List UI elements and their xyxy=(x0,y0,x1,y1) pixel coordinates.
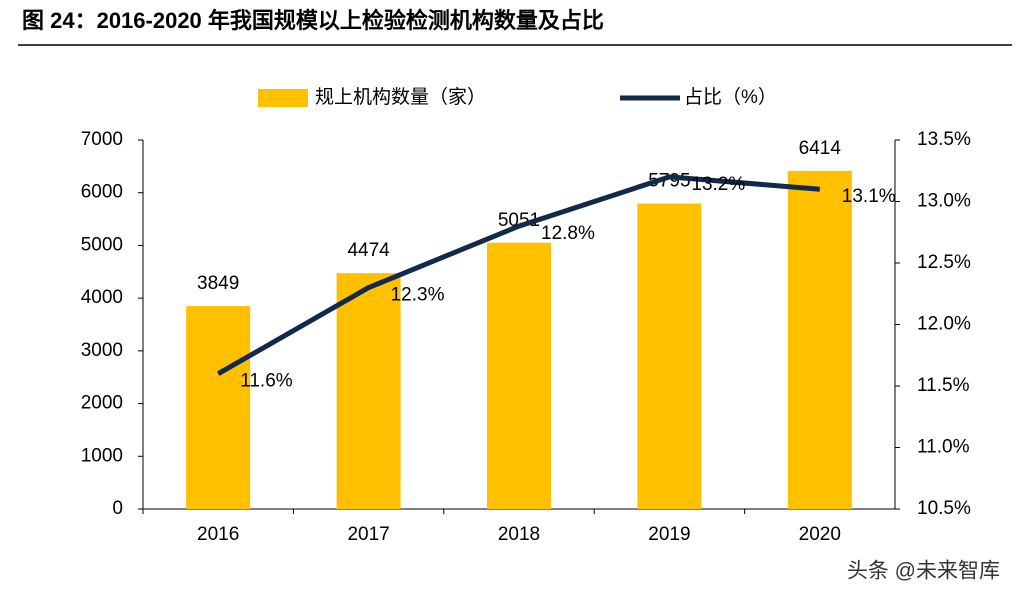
x-tick-label: 2019 xyxy=(648,524,690,545)
y2-tick-label: 12.0% xyxy=(917,314,971,335)
y-tick-label: 0 xyxy=(112,498,123,519)
bar xyxy=(186,306,251,509)
x-tick-label: 2017 xyxy=(347,524,389,545)
bar xyxy=(336,273,401,509)
bar xyxy=(637,203,702,509)
line-value-label: 12.8% xyxy=(541,223,595,244)
bar-value-label: 4474 xyxy=(347,240,390,261)
watermark: 头条 @未来智库 xyxy=(847,560,1000,583)
chart-title: 图 24：2016-2020 年我国规模以上检验检测机构数量及占比 xyxy=(22,8,604,33)
y2-tick-label: 12.5% xyxy=(917,252,971,273)
y2-tick-label: 11.0% xyxy=(917,437,970,458)
bar xyxy=(787,170,852,509)
legend-swatch xyxy=(258,89,308,107)
line-value-label: 12.3% xyxy=(391,285,445,306)
line-value-label: 11.6% xyxy=(240,371,293,392)
y-tick-label: 1000 xyxy=(81,445,123,466)
y-tick-label: 6000 xyxy=(81,182,123,203)
line-value-label: 13.1% xyxy=(842,186,896,207)
y-tick-label: 5000 xyxy=(81,234,123,255)
legend-label: 占比（%） xyxy=(684,86,777,108)
legend-label: 规上机构数量（家） xyxy=(315,86,486,108)
y-tick-label: 2000 xyxy=(81,393,123,414)
bar-value-label: 6414 xyxy=(799,138,842,159)
bar-value-label: 3849 xyxy=(197,273,239,294)
y2-tick-label: 13.0% xyxy=(917,191,971,212)
y-tick-label: 7000 xyxy=(81,129,123,150)
y-tick-label: 4000 xyxy=(81,287,123,308)
bar xyxy=(487,242,551,509)
x-tick-label: 2020 xyxy=(799,524,841,545)
x-tick-label: 2018 xyxy=(498,524,540,545)
bar-value-label: 5051 xyxy=(498,210,540,231)
y2-tick-label: 11.5% xyxy=(917,375,970,396)
y2-tick-label: 13.5% xyxy=(917,129,971,150)
line-value-label: 13.2% xyxy=(691,174,745,195)
line xyxy=(216,174,821,376)
y-tick-label: 3000 xyxy=(81,340,123,361)
x-tick-label: 2016 xyxy=(197,524,239,545)
y2-tick-label: 10.5% xyxy=(917,498,971,519)
